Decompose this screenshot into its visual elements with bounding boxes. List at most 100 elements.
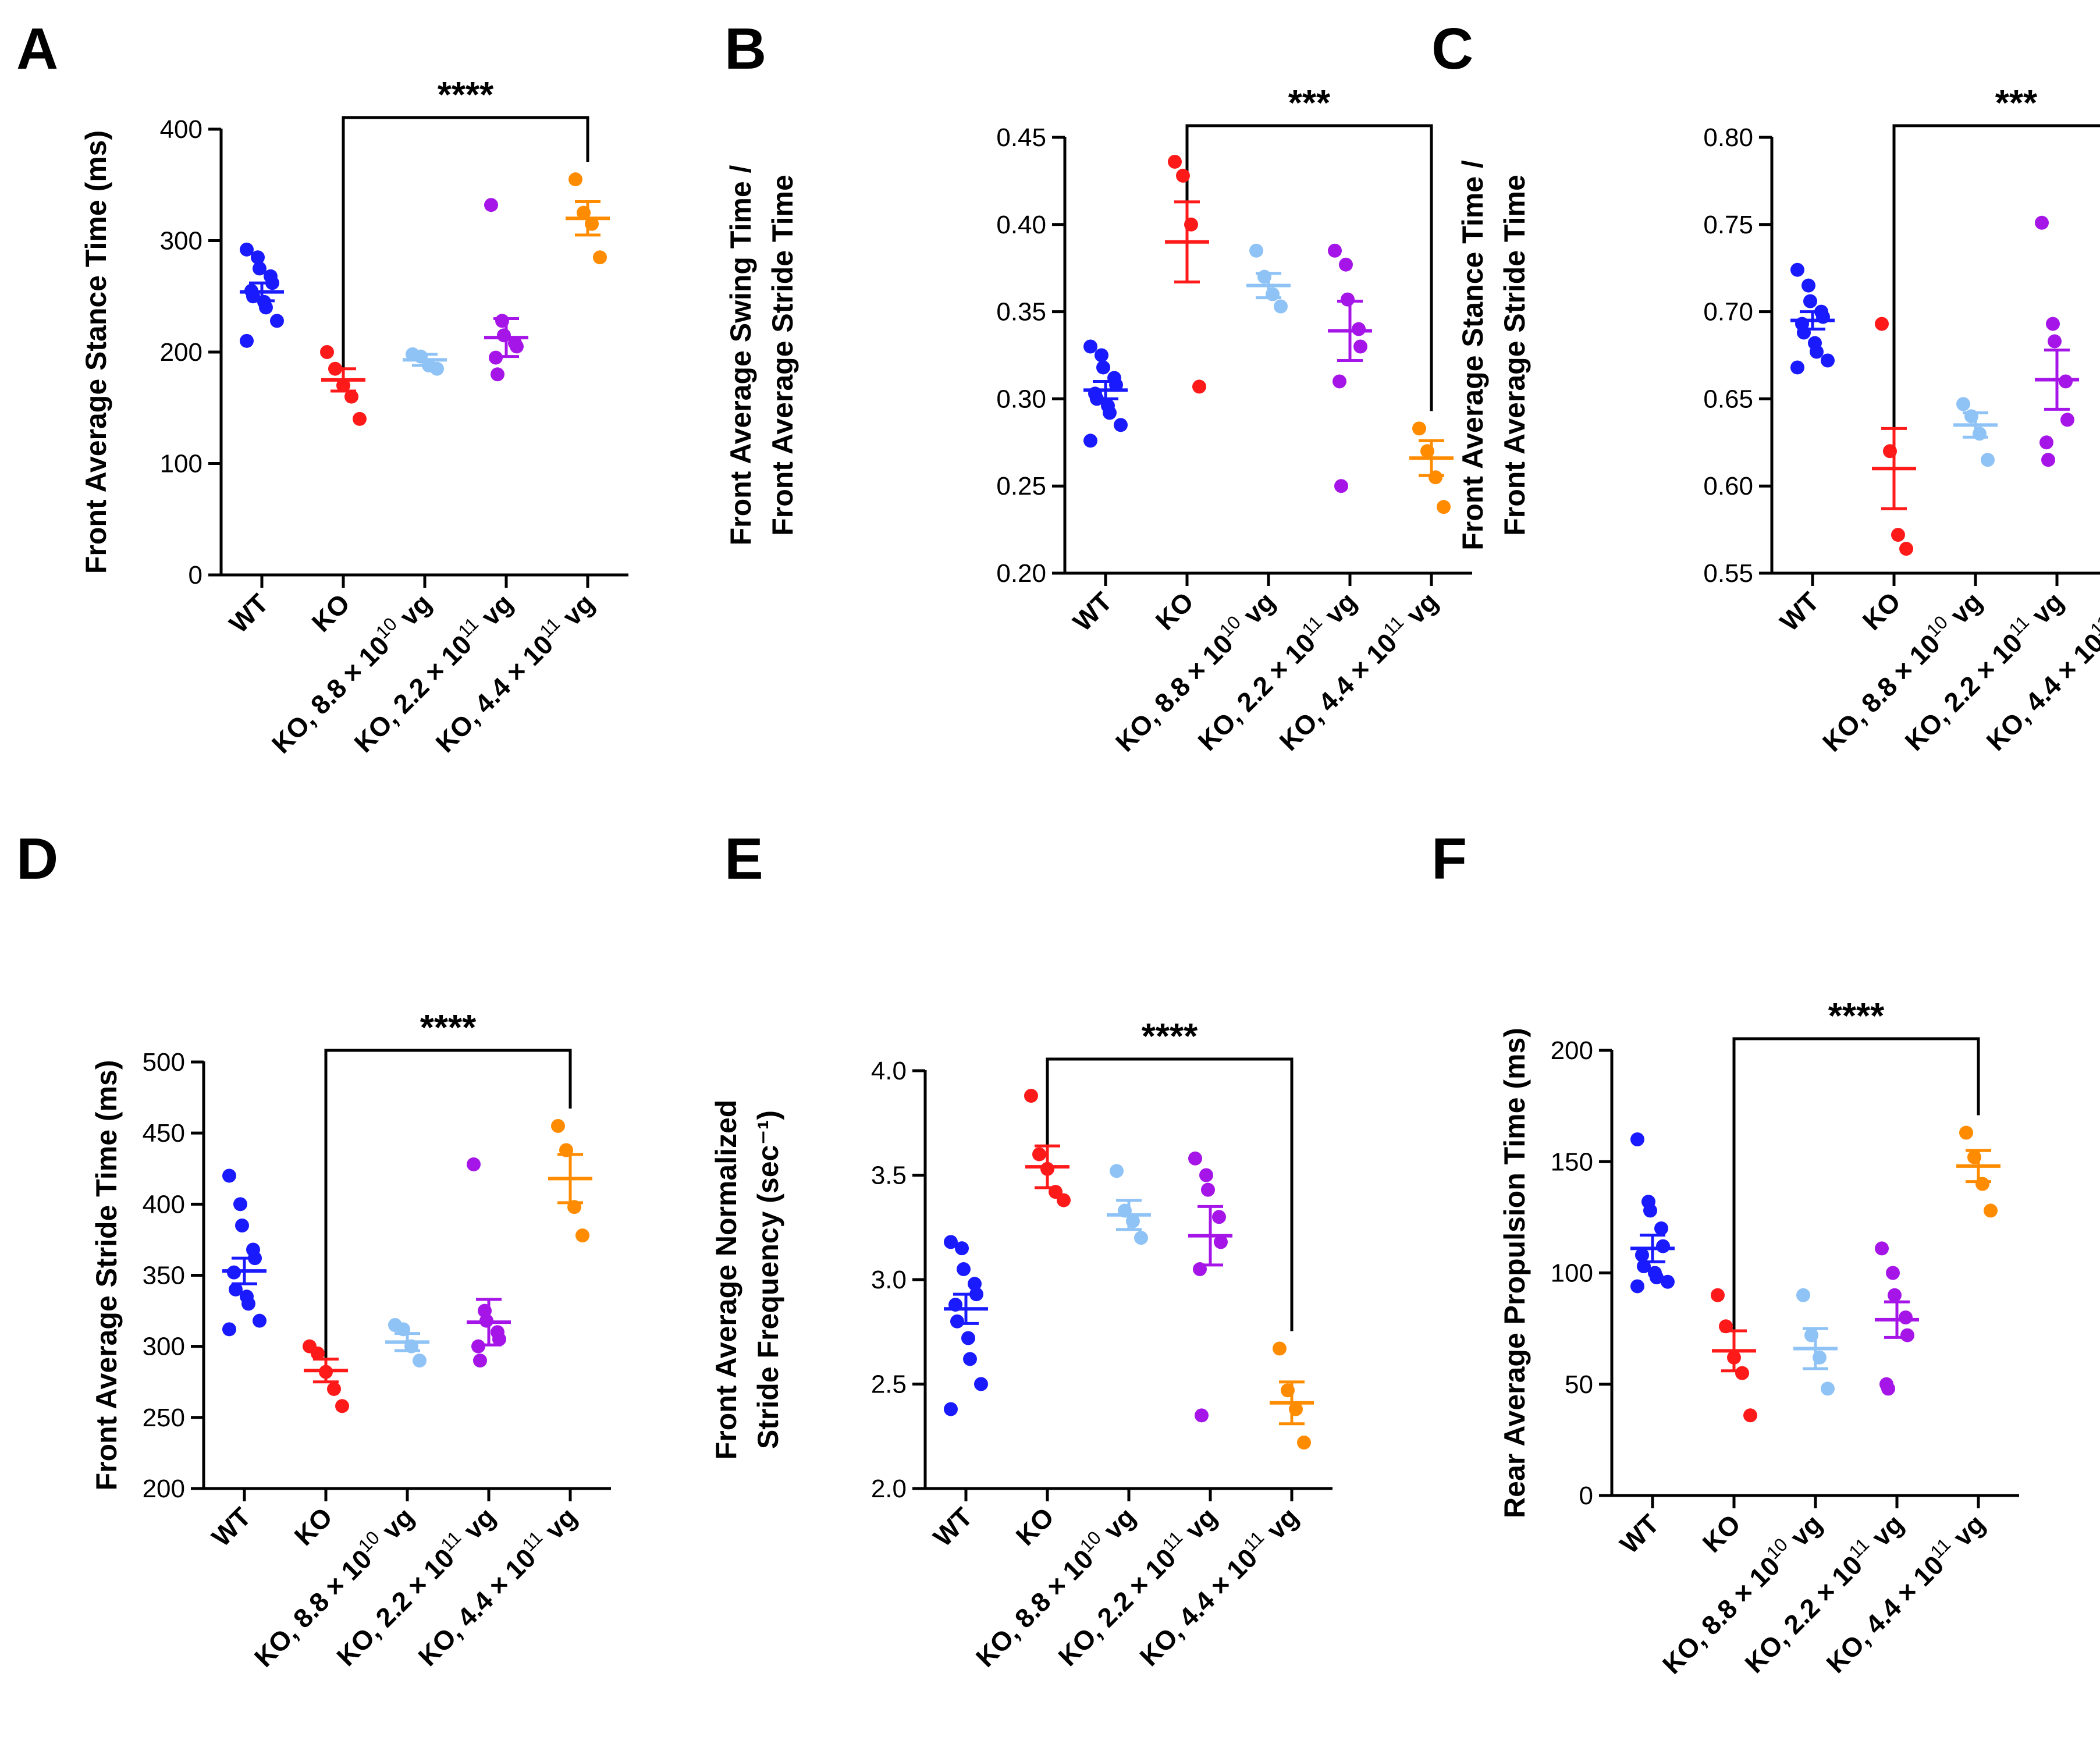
data-point [240,242,254,257]
y-axis-label: Rear Average Propulsion Time (ms) [1498,1028,1531,1518]
data-point [1959,1125,1973,1140]
data-point [492,1332,506,1347]
data-point [1199,1168,1213,1182]
data-point [1881,1381,1895,1396]
y-axis-label: Front Average Stride Time (ms) [90,1060,123,1491]
significance-label: **** [1142,1017,1198,1057]
data-point [1114,418,1128,432]
x-tick-label: WT [1774,586,1825,637]
data-point [270,314,284,328]
panel-letter: C [1431,16,1473,81]
data-point [1195,1408,1209,1423]
data-point [1214,1235,1228,1249]
data-point [253,261,267,276]
y-tick-label: 400 [143,1190,185,1219]
data-point [1274,299,1288,314]
data-point [1654,1221,1668,1235]
data-point [467,1157,481,1171]
data-point [1899,1310,1913,1324]
y-tick-label: 3.0 [871,1266,907,1294]
data-point [1984,1203,1998,1218]
y-tick-label: 200 [160,338,202,367]
y-tick-label: 0.75 [1703,211,1753,239]
significance-label: **** [1828,996,1885,1036]
data-point [233,1197,247,1212]
data-point [1192,379,1206,394]
y-tick-label: 0.35 [996,298,1046,326]
data-point [1176,168,1190,183]
significance-bracket [1732,1037,1980,1340]
significance-label: *** [1995,83,2038,123]
y-tick-label: 4.0 [871,1057,907,1085]
data-point [1032,1147,1046,1161]
panel-f: F 0 50 100 150 200 Rear Average Propulsion Tim… [1431,826,2019,1680]
data-point [1875,317,1889,331]
data-point [1891,528,1905,542]
data-point [1650,1270,1664,1285]
y-tick-label: 200 [1551,1036,1593,1065]
data-point [1134,1231,1148,1245]
y-tick-label: 0.65 [1703,385,1753,413]
data-point [2048,334,2062,349]
data-point [1095,348,1108,363]
data-point [1656,1239,1670,1253]
data-point [1334,479,1348,493]
data-point [568,172,582,187]
y-tick-label: 100 [1551,1259,1593,1288]
data-point [1024,1089,1038,1103]
data-point [1103,406,1117,420]
data-point [2039,435,2053,450]
data-point [963,1352,977,1366]
data-point [259,300,273,315]
x-tick-label: WT [1614,1508,1665,1559]
data-point [593,250,607,265]
y-tick-label: 0.55 [1703,559,1753,588]
data-point [1886,1266,1900,1280]
data-point [1661,1274,1675,1289]
y-axis-label: Front Average Stride Time [1498,175,1531,536]
data-point [222,1322,236,1337]
data-point [575,1228,589,1243]
y-tick-label: 3.5 [871,1161,907,1190]
data-point [1339,257,1353,272]
y-tick-label: 0.45 [996,123,1046,152]
y-tick-label: 0.40 [996,211,1046,239]
data-point [1630,1279,1644,1294]
data-point [1888,1288,1902,1302]
data-point [1821,1381,1835,1396]
data-point [1801,278,1815,293]
data-point [1110,1164,1124,1178]
y-tick-label: 0.60 [1703,472,1753,500]
y-axis-label: Front Average Stance Time / [1456,160,1489,550]
y-tick-label: 0 [189,561,202,589]
x-tick-label: KO [289,1501,339,1551]
data-point [961,1331,975,1345]
data-point [1875,1241,1889,1256]
data-point [1803,294,1817,308]
y-tick-label: 250 [143,1404,185,1432]
y-tick-label: 0.20 [996,559,1046,588]
data-point [491,367,504,382]
data-point [1981,453,1995,467]
data-point [2035,215,2049,230]
data-point [1821,353,1835,368]
data-point [944,1235,958,1249]
y-tick-label: 50 [1565,1370,1593,1399]
data-point [484,198,498,212]
data-point [1212,1210,1226,1224]
panel-d: D 200 250 300 350 400 450 500 Front Average Stri… [16,826,611,1673]
data-point [957,1262,971,1277]
data-point [1188,1151,1202,1166]
significance-bracket [1185,124,1433,411]
data-point [968,1277,982,1291]
data-point [1643,1203,1657,1218]
y-tick-label: 200 [143,1475,185,1503]
x-tick-label: KO [306,588,356,638]
data-point [353,411,367,426]
data-point [1273,1341,1287,1356]
data-point [251,250,265,265]
data-point [1201,1182,1215,1197]
y-tick-label: 0.80 [1703,123,1753,152]
y-tick-label: 300 [143,1333,185,1361]
y-tick-label: 400 [160,115,202,144]
